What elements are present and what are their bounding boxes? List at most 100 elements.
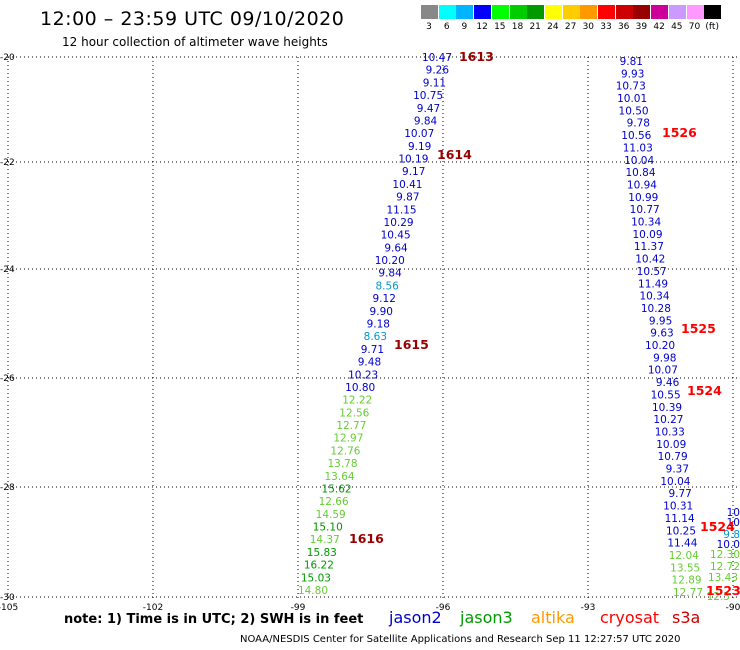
wave-height-value: 10.56 <box>621 130 651 142</box>
wave-height-value: 14.80 <box>298 585 328 597</box>
wave-height-value: 9.47 <box>417 103 440 115</box>
legend-item-cryosat: cryosat <box>600 608 660 627</box>
wave-height-value: 9.93 <box>621 68 644 80</box>
x-axis-label: -93 <box>581 603 596 613</box>
scale-label: 45 <box>671 22 683 32</box>
wave-height-value: 9.63 <box>650 328 673 340</box>
wave-height-value: 10.09 <box>632 229 662 241</box>
x-axis-label: -96 <box>436 603 451 613</box>
note-text: note: 1) Time is in UTC; 2) SWH is in fe… <box>64 612 364 627</box>
wave-height-value: 10.31 <box>663 501 693 513</box>
wave-height-value: 10.34 <box>639 291 669 303</box>
wave-height-value: 9.11 <box>423 77 446 89</box>
x-axis-label: -90 <box>726 603 740 613</box>
wave-height-value: 10.07 <box>648 365 678 377</box>
legend-item-jason3: jason3 <box>460 608 513 627</box>
scale-label: 39 <box>635 22 648 32</box>
y-axis-label: -22 <box>0 158 15 168</box>
legend-item-s3a: s3a <box>672 608 701 627</box>
wave-height-value: 13.78 <box>327 458 357 470</box>
scale-label: 9 <box>461 22 468 32</box>
x-axis-label: -102 <box>143 603 163 613</box>
wave-height-value: 9.87 <box>396 192 419 204</box>
scale-swatch <box>651 5 669 19</box>
scale-label: 70 <box>688 22 701 32</box>
scale-swatch <box>527 5 545 19</box>
wave-height-value: 10.41 <box>392 179 422 191</box>
wave-height-value: 10.79 <box>658 451 688 463</box>
time-marker-label: 1523 <box>706 583 740 598</box>
scale-swatch <box>474 5 492 19</box>
wave-height-value: 11.14 <box>665 513 695 525</box>
scale-label: (ft) <box>705 22 719 32</box>
wave-height-value: 12.22 <box>342 395 372 407</box>
wave-height-value: 10.27 <box>653 414 683 426</box>
wave-height-value: 12.56 <box>339 407 369 419</box>
wave-height-value: 10.23 <box>348 369 378 381</box>
y-axis-label: -20 <box>0 53 15 63</box>
wave-height-value: 13.55 <box>670 562 700 574</box>
scale-swatch <box>491 5 509 19</box>
y-axis-label: -28 <box>0 483 15 493</box>
wave-height-value: 10.94 <box>627 179 657 191</box>
wave-height-value: 12.5 <box>707 591 730 603</box>
credit-line: NOAA/NESDIS Center for Satellite Applica… <box>240 634 681 645</box>
scale-swatch <box>421 5 438 19</box>
wave-height-value: 12.97 <box>333 433 363 445</box>
scale-label: 33 <box>600 22 612 32</box>
wave-height-value: 13.43 <box>708 572 738 584</box>
time-marker-label: 1524 <box>687 383 722 398</box>
scale-swatch <box>544 5 562 19</box>
scale-swatch <box>668 5 686 19</box>
wave-height-value: 10.39 <box>652 402 682 414</box>
wave-height-value: 13.64 <box>325 471 355 483</box>
scale-swatch <box>615 5 633 19</box>
scale-label: 3 <box>426 22 432 32</box>
wave-height-value: 10.33 <box>655 426 685 438</box>
wave-height-value: 12.04 <box>669 550 699 562</box>
wave-height-value: 9.84 <box>414 115 438 127</box>
scale-swatch <box>456 5 474 19</box>
wave-height-value: 15.10 <box>313 522 343 534</box>
wave-height-value: 10.50 <box>619 105 649 117</box>
time-marker-label: 1616 <box>349 531 384 546</box>
wave-height-value: 9.95 <box>649 315 672 327</box>
wave-height-value: 9.17 <box>402 166 425 178</box>
wave-height-value: 9.19 <box>408 141 431 153</box>
wave-height-value: 8.63 <box>364 331 387 343</box>
wave-height-value: 10.47 <box>422 52 452 64</box>
wave-height-value: 10.19 <box>398 154 428 166</box>
y-axis-label: -30 <box>0 593 15 603</box>
wave-height-value: 9.90 <box>370 306 393 318</box>
scale-swatch <box>598 5 615 19</box>
time-marker-label: 1613 <box>459 49 494 64</box>
scale-label: 12 <box>476 22 488 32</box>
scale-swatch <box>580 5 598 19</box>
x-axis-label: -105 <box>0 603 18 613</box>
wave-height-value: 10.29 <box>384 217 414 229</box>
wave-height-value: 10.34 <box>631 217 661 229</box>
y-axis-label: -26 <box>0 374 15 384</box>
wave-height-value: 11.37 <box>634 241 664 253</box>
scale-swatch <box>633 5 651 19</box>
wave-height-value: 12.72 <box>710 561 740 573</box>
wave-height-value: 10.45 <box>381 230 411 242</box>
time-marker-label: 1526 <box>662 125 697 140</box>
wave-height-value: 10.20 <box>375 255 405 267</box>
scale-swatch <box>562 5 580 19</box>
time-marker-label: 1524 <box>700 519 735 534</box>
wave-height-value: 9.98 <box>653 352 676 364</box>
scale-label: 42 <box>653 22 665 32</box>
wave-height-value: 10.55 <box>651 389 681 401</box>
wave-height-value: 10 <box>727 517 740 529</box>
wave-height-value: 9.84 <box>378 268 402 280</box>
wave-height-value: 11.15 <box>387 204 417 216</box>
scale-label: 21 <box>529 22 541 32</box>
time-marker-label: 1614 <box>437 147 472 162</box>
scale-label: 24 <box>547 22 559 32</box>
wave-height-value: 9.37 <box>666 464 689 476</box>
wave-height-value: 10.04 <box>624 155 654 167</box>
wave-height-value: 10.09 <box>656 439 686 451</box>
scale-swatch <box>509 5 527 19</box>
